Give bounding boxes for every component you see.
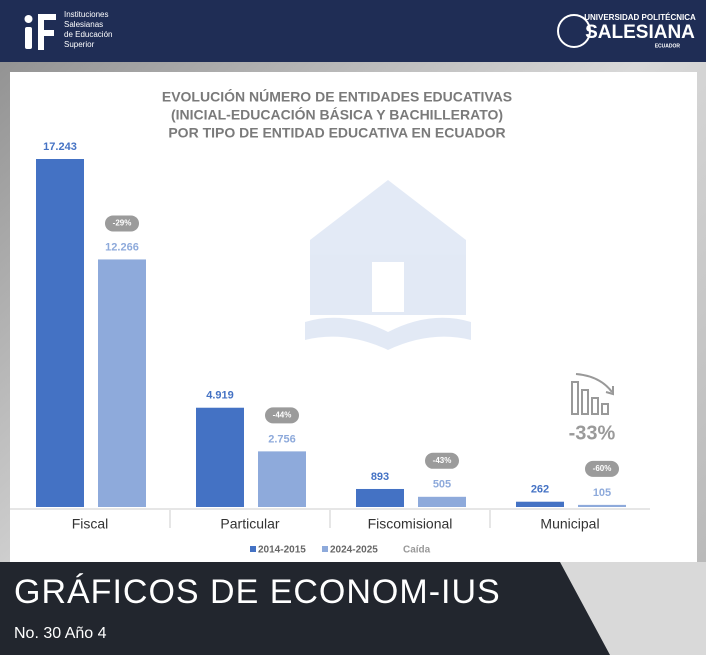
logo-name: SALESIANA: [585, 22, 695, 43]
bar: [578, 504, 626, 507]
value-label: 17.243: [43, 141, 77, 153]
chart-title: EVOLUCIÓN NÚMERO DE ENTIDADES EDUCATIVAS: [162, 88, 512, 105]
logo-text: Instituciones: [64, 10, 108, 19]
x-tick-label: Particular: [220, 516, 279, 532]
logo-text: Salesianas: [64, 20, 103, 29]
change-label: -43%: [433, 456, 452, 465]
bar: [516, 501, 564, 507]
legend-label: Caída: [403, 545, 431, 556]
bar: [356, 488, 404, 507]
value-label: 893: [371, 471, 389, 483]
value-label: 262: [531, 484, 549, 496]
x-tick-label: Fiscomisional: [368, 516, 453, 532]
watermark-icon: [305, 180, 471, 350]
value-label: 105: [593, 487, 611, 499]
x-tick-label: Fiscal: [72, 516, 109, 532]
footer-title: GRÁFICOS DE ECONOM-IUS: [14, 573, 501, 611]
bar: [36, 159, 84, 507]
value-label: 12.266: [105, 241, 139, 253]
newspaper-corner: [560, 562, 706, 655]
bar: [98, 259, 146, 507]
bar: [196, 407, 244, 507]
left-logo: [24, 14, 56, 50]
total-change: -33%: [569, 422, 616, 444]
logo-text: UNIVERSIDAD POLITÉCNICA: [584, 13, 696, 22]
legend-label: 2014-2015: [258, 545, 306, 556]
value-label: 505: [433, 479, 451, 491]
change-label: -44%: [273, 410, 292, 419]
change-label: -29%: [113, 219, 132, 228]
value-label: 2.756: [268, 433, 296, 445]
bar: [418, 496, 466, 507]
chart-title: POR TIPO DE ENTIDAD EDUCATIVA EN ECUADOR: [168, 125, 505, 141]
bar: [258, 451, 306, 507]
header-bar: [0, 0, 706, 62]
change-label: -60%: [593, 464, 612, 473]
legend-label: 2024-2025: [330, 545, 378, 556]
chart-title: (INICIAL-EDUCACIÓN BÁSICA Y BACHILLERATO…: [171, 106, 503, 123]
plot: EVOLUCIÓN NÚMERO DE ENTIDADES EDUCATIVAS…: [10, 88, 650, 556]
logo-text: ECUADOR: [655, 43, 681, 49]
change-badge: [265, 407, 299, 424]
legend-swatch: [250, 546, 256, 552]
decline-icon: [571, 373, 614, 415]
value-label: 4.919: [206, 390, 234, 402]
change-badge: [585, 460, 619, 477]
right-logo-seal: [557, 14, 591, 48]
x-tick-label: Municipal: [540, 516, 599, 532]
logo-text: de Educación: [64, 30, 112, 39]
logo-text: Superior: [64, 40, 95, 49]
change-badge: [105, 215, 139, 232]
change-badge: [425, 452, 459, 469]
footer-issue: No. 30 Año 4: [14, 625, 107, 642]
legend-swatch: [322, 546, 328, 552]
